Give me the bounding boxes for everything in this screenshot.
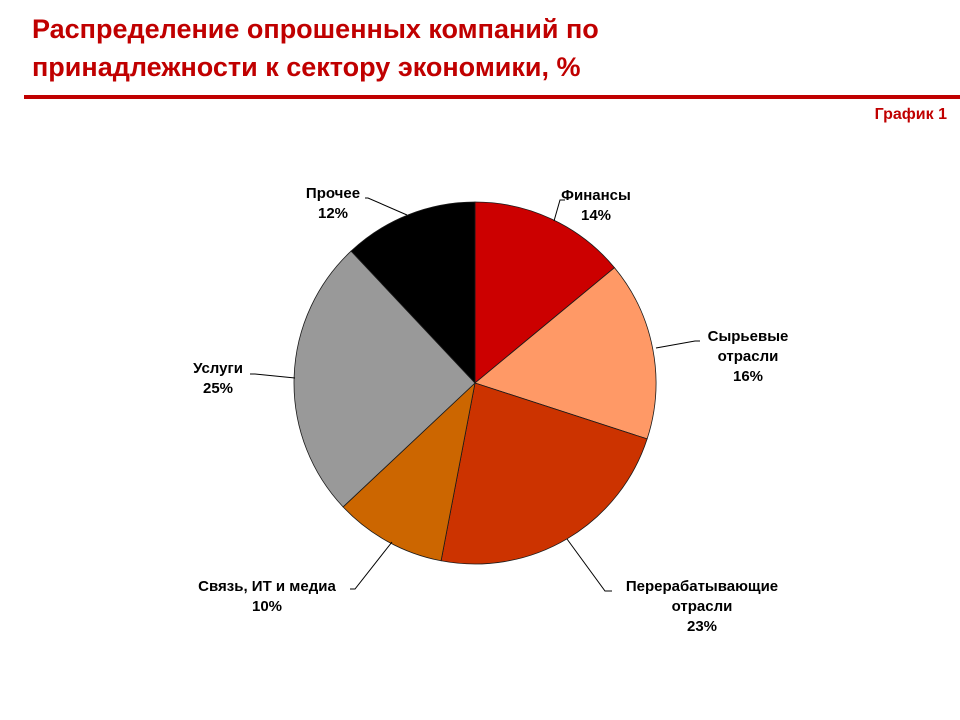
title-divider [24, 95, 960, 99]
slice-label-финансы: Финансы 14% [561, 187, 631, 224]
chart-title-line-1: Распределение опрошенных компаний по [32, 14, 599, 44]
pie-slices [293, 201, 657, 565]
slice-label-связь-ит-и-медиа: Связь, ИТ и медиа 10% [198, 578, 336, 615]
leader-line-услуги [250, 373, 296, 379]
slice-value-label: 14% [581, 207, 611, 224]
slice-name-label: Услуги [193, 360, 243, 377]
slice-name-label: Связь, ИТ и медиа [198, 578, 336, 595]
chart-title-line-2: принадлежности к сектору экономики, % [32, 52, 581, 82]
slice-name-label: Финансы [561, 187, 631, 204]
chart-title: Распределение опрошенных компаний по при… [32, 10, 932, 86]
pie-slice-услуги [293, 250, 476, 508]
slice-name-label: отрасли [718, 348, 779, 365]
slice-value-label: 10% [252, 598, 282, 615]
leader-line-перерабатывающие-отрасли [566, 538, 612, 592]
slice-name-label: Сырьевые [708, 328, 789, 345]
pie-slice-связь-ит-и-медиа [342, 381, 476, 562]
slice-label-сырьевые-отрасли: Сырьевые отрасли 16% [708, 328, 789, 385]
pie-slice-перерабатывающие-отрасли [440, 382, 648, 565]
pie-labels: Финансы 14% Сырьевые отрасли 16% Перерабатыва… [193, 185, 788, 635]
slice-label-прочее: Прочее 12% [306, 185, 360, 222]
pie-leader-lines [250, 197, 700, 592]
slice-value-label: 16% [733, 368, 763, 385]
pie-slice-прочее [350, 201, 476, 385]
leader-line-прочее [365, 197, 408, 216]
chart-number-label: График 1 [874, 106, 947, 123]
slice-value-label: 12% [318, 205, 348, 222]
slice-value-label: 25% [203, 380, 233, 397]
slice-name-label: Перерабатывающие [626, 578, 778, 595]
slice-name-label: отрасли [672, 598, 733, 615]
slice-label-перерабатывающие-отрасли: Перерабатывающие отрасли 23% [626, 578, 778, 635]
pie-slice-сырьевые-отрасли [474, 267, 657, 440]
pie-slice-финансы [474, 201, 616, 384]
leader-line-финансы [553, 199, 565, 222]
leader-line-сырьевые-отрасли [655, 340, 700, 349]
slice-name-label: Прочее [306, 185, 360, 202]
slice-value-label: 23% [687, 618, 717, 635]
leader-line-связь-ит-и-медиа [350, 541, 393, 590]
slice-label-услуги: Услуги 25% [193, 360, 243, 397]
